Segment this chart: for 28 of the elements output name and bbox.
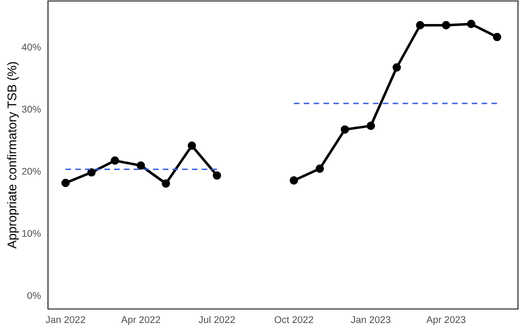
point	[467, 20, 476, 28]
point	[316, 164, 324, 173]
x-tick-label: Oct 2022	[274, 316, 314, 324]
y-tick-label: 20%	[22, 168, 41, 175]
point	[61, 178, 70, 188]
point	[87, 168, 96, 177]
y-tick-label: 10%	[22, 230, 41, 237]
point	[290, 176, 298, 185]
point	[416, 21, 424, 30]
y-tick-label: 0%	[27, 292, 41, 299]
x-tick-label: Jan 2022	[46, 316, 86, 324]
y-tick-label: 40%	[22, 44, 41, 51]
point	[340, 125, 350, 134]
x-tick-label: Jul 2022	[198, 316, 235, 324]
point	[136, 161, 145, 170]
x-tick-label: Apr 2022	[121, 316, 160, 326]
point	[442, 21, 450, 30]
x-tick-label: Apr 2023	[426, 316, 466, 326]
point	[392, 63, 401, 72]
point	[110, 156, 120, 165]
y-tick-label: 30%	[22, 106, 41, 113]
point	[212, 171, 222, 180]
x-tick-label: Jan 2023	[350, 316, 390, 324]
point	[162, 179, 170, 188]
point	[366, 122, 375, 130]
point	[492, 32, 502, 42]
point	[188, 142, 196, 150]
y-axis-title: Appropriate confirmatory TSB (%)	[7, 62, 19, 249]
